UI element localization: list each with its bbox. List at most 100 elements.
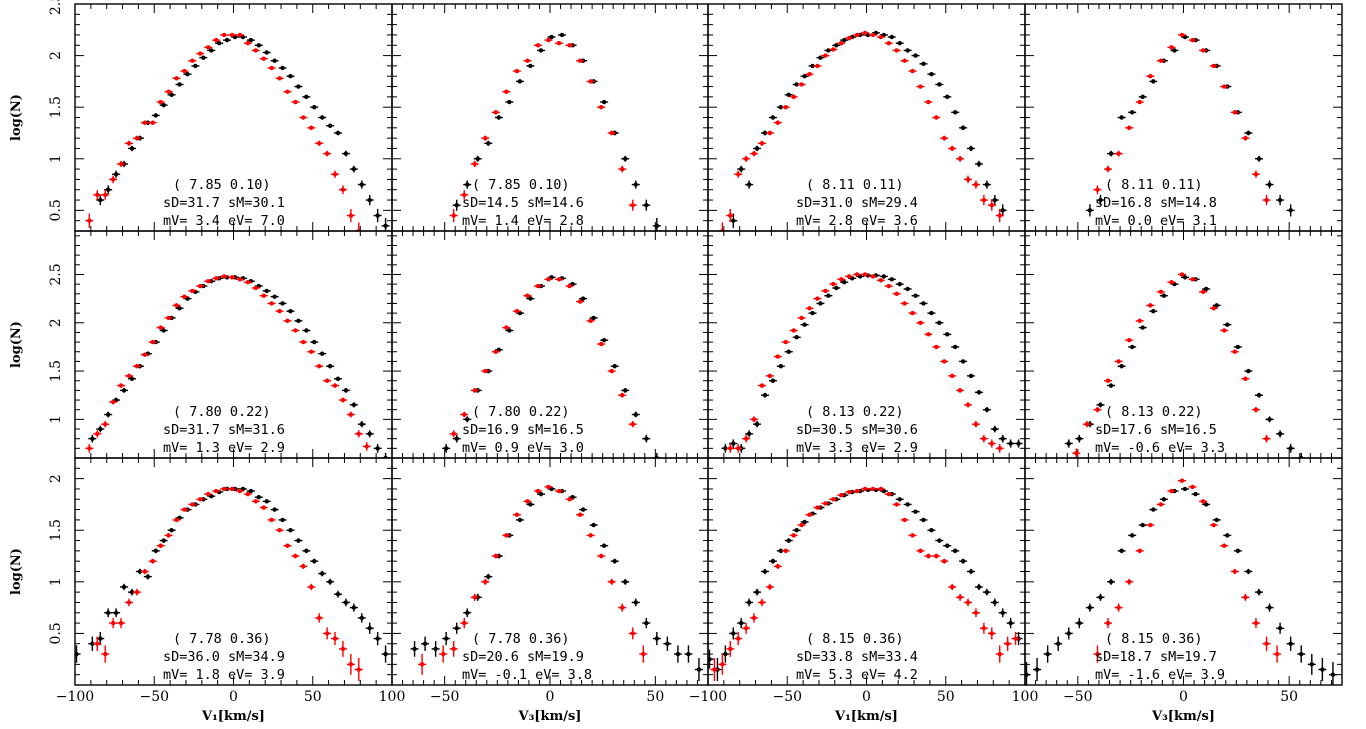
data-point-red (172, 76, 181, 81)
point-marker (1193, 491, 1198, 497)
point-marker (1137, 99, 1142, 105)
data-point-black (1117, 115, 1126, 120)
data-point-red (742, 622, 751, 634)
data-point-black (515, 79, 524, 84)
data-point-black (215, 41, 224, 46)
point-marker (110, 399, 116, 405)
point-marker (335, 592, 341, 597)
point-marker (746, 182, 752, 187)
data-point-red (1209, 522, 1218, 528)
data-point-red (1135, 99, 1144, 105)
point-marker (731, 441, 736, 446)
data-point-red (956, 155, 965, 162)
data-point-red (251, 48, 260, 53)
point-marker (340, 187, 346, 192)
point-marker (1309, 662, 1315, 667)
point-marker (1253, 407, 1259, 412)
data-point-red (742, 434, 751, 443)
point-marker (1087, 605, 1093, 610)
data-point-black (768, 115, 777, 120)
panel-r1-c0: ( 7.80 0.22) sD=31.7 sM=31.6 mV= 1.3 eV= 2… (74, 230, 393, 459)
data-point-black (1170, 48, 1179, 53)
point-marker (609, 368, 614, 374)
data-point-red (346, 653, 355, 675)
point-marker (454, 436, 459, 441)
data-point-red (291, 99, 300, 105)
point-marker (728, 646, 733, 652)
data-point-red (757, 598, 766, 607)
point-marker (929, 310, 934, 316)
data-point-red (188, 58, 197, 63)
data-point-red (307, 125, 316, 131)
data-point-red (1262, 194, 1271, 206)
point-marker (348, 412, 354, 417)
point-marker (174, 76, 179, 81)
data-point-black (856, 274, 865, 279)
data-point-black (254, 495, 263, 500)
point-marker (839, 41, 844, 46)
data-point-red (117, 383, 126, 388)
point-marker (87, 446, 92, 451)
point-marker (957, 156, 963, 161)
data-point-black (270, 294, 279, 299)
point-marker (245, 279, 251, 285)
point-marker (894, 502, 899, 507)
point-marker (525, 499, 530, 504)
point-marker (332, 172, 338, 177)
point-marker (1179, 478, 1185, 483)
data-point-black (600, 99, 609, 105)
data-point-red (987, 627, 996, 640)
data-point-black (96, 194, 105, 206)
data-point-red (861, 486, 869, 492)
point-marker (1098, 402, 1103, 408)
point-marker (1126, 579, 1132, 585)
data-point-black (642, 199, 651, 211)
data-point-black (631, 598, 640, 607)
point-marker (221, 32, 227, 38)
point-marker (161, 328, 166, 333)
point-marker (1264, 197, 1269, 203)
data-point-black (600, 543, 609, 548)
data-point-red (533, 488, 542, 494)
data-point-black (776, 364, 785, 369)
point-marker (778, 548, 784, 554)
data-point-black (1117, 548, 1126, 554)
data-point-red (908, 310, 917, 316)
point-marker (264, 499, 269, 504)
data-point-black (1254, 155, 1263, 162)
point-marker (754, 421, 760, 427)
point-marker (106, 187, 111, 192)
data-point-red (93, 190, 102, 200)
x-tick-label: 0 (229, 689, 238, 705)
data-point-black (895, 281, 904, 287)
data-point-black (120, 583, 129, 591)
data-point-black (167, 528, 176, 533)
data-point-black (191, 63, 200, 69)
data-point-black (974, 389, 983, 395)
point-marker (913, 509, 918, 514)
data-point-black (621, 578, 630, 585)
point-marker (121, 584, 127, 590)
data-point-black (840, 279, 849, 285)
point-marker (142, 352, 148, 357)
data-point-red (470, 593, 479, 601)
point-marker (324, 151, 330, 156)
point-marker (1214, 303, 1219, 308)
point-marker (799, 82, 804, 87)
point-marker (319, 571, 325, 576)
point-marker (517, 79, 523, 84)
point-marker (612, 364, 617, 369)
data-point-black (982, 180, 991, 189)
data-point-black (631, 180, 640, 189)
point-marker (918, 84, 923, 89)
point-marker (834, 285, 839, 291)
point-marker (556, 41, 562, 46)
point-marker (889, 277, 894, 282)
data-point-black (452, 199, 461, 211)
data-point-black (365, 622, 374, 634)
data-point-black (721, 443, 730, 453)
point-marker (118, 161, 124, 167)
point-marker (304, 328, 309, 333)
data-point-red (948, 373, 957, 379)
point-marker (1098, 595, 1103, 600)
